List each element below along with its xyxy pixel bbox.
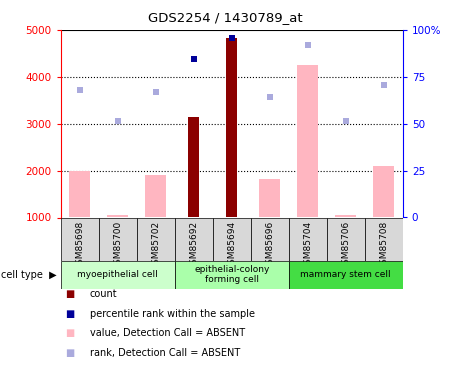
- Bar: [61, 217, 99, 261]
- Bar: [175, 217, 213, 261]
- Bar: [99, 217, 137, 261]
- Text: GSM85696: GSM85696: [265, 221, 274, 270]
- Text: GSM85702: GSM85702: [151, 221, 160, 270]
- Text: GSM85692: GSM85692: [189, 221, 198, 270]
- Text: myoepithelial cell: myoepithelial cell: [77, 270, 158, 279]
- Bar: [251, 217, 289, 261]
- Bar: [335, 215, 356, 217]
- Text: GDS2254 / 1430789_at: GDS2254 / 1430789_at: [148, 11, 302, 24]
- Text: GSM85706: GSM85706: [341, 221, 350, 270]
- Bar: [213, 217, 251, 261]
- Text: GSM85704: GSM85704: [303, 221, 312, 270]
- Bar: [289, 217, 327, 261]
- Text: cell type  ▶: cell type ▶: [0, 270, 56, 280]
- Text: GSM85708: GSM85708: [379, 221, 388, 270]
- Bar: [188, 117, 199, 218]
- Text: epithelial-colony
forming cell: epithelial-colony forming cell: [194, 265, 270, 284]
- Text: GSM85700: GSM85700: [113, 221, 122, 270]
- Bar: [145, 175, 166, 217]
- Text: ■: ■: [65, 348, 75, 358]
- Bar: [327, 217, 365, 261]
- Bar: [137, 217, 175, 261]
- Text: mammary stem cell: mammary stem cell: [301, 270, 391, 279]
- Text: value, Detection Call = ABSENT: value, Detection Call = ABSENT: [90, 328, 245, 338]
- Bar: [226, 39, 238, 218]
- Bar: [259, 179, 280, 218]
- Bar: [61, 261, 175, 289]
- Text: GSM85698: GSM85698: [75, 221, 84, 270]
- Text: count: count: [90, 290, 117, 299]
- Text: ■: ■: [65, 328, 75, 338]
- Text: ■: ■: [65, 309, 75, 319]
- Bar: [374, 166, 394, 218]
- Text: ■: ■: [65, 290, 75, 299]
- Bar: [365, 217, 403, 261]
- Bar: [107, 215, 128, 217]
- Bar: [297, 65, 318, 218]
- Text: GSM85694: GSM85694: [227, 221, 236, 270]
- Bar: [69, 171, 90, 217]
- Bar: [175, 261, 289, 289]
- Text: rank, Detection Call = ABSENT: rank, Detection Call = ABSENT: [90, 348, 240, 358]
- Bar: [289, 261, 403, 289]
- Text: percentile rank within the sample: percentile rank within the sample: [90, 309, 255, 319]
